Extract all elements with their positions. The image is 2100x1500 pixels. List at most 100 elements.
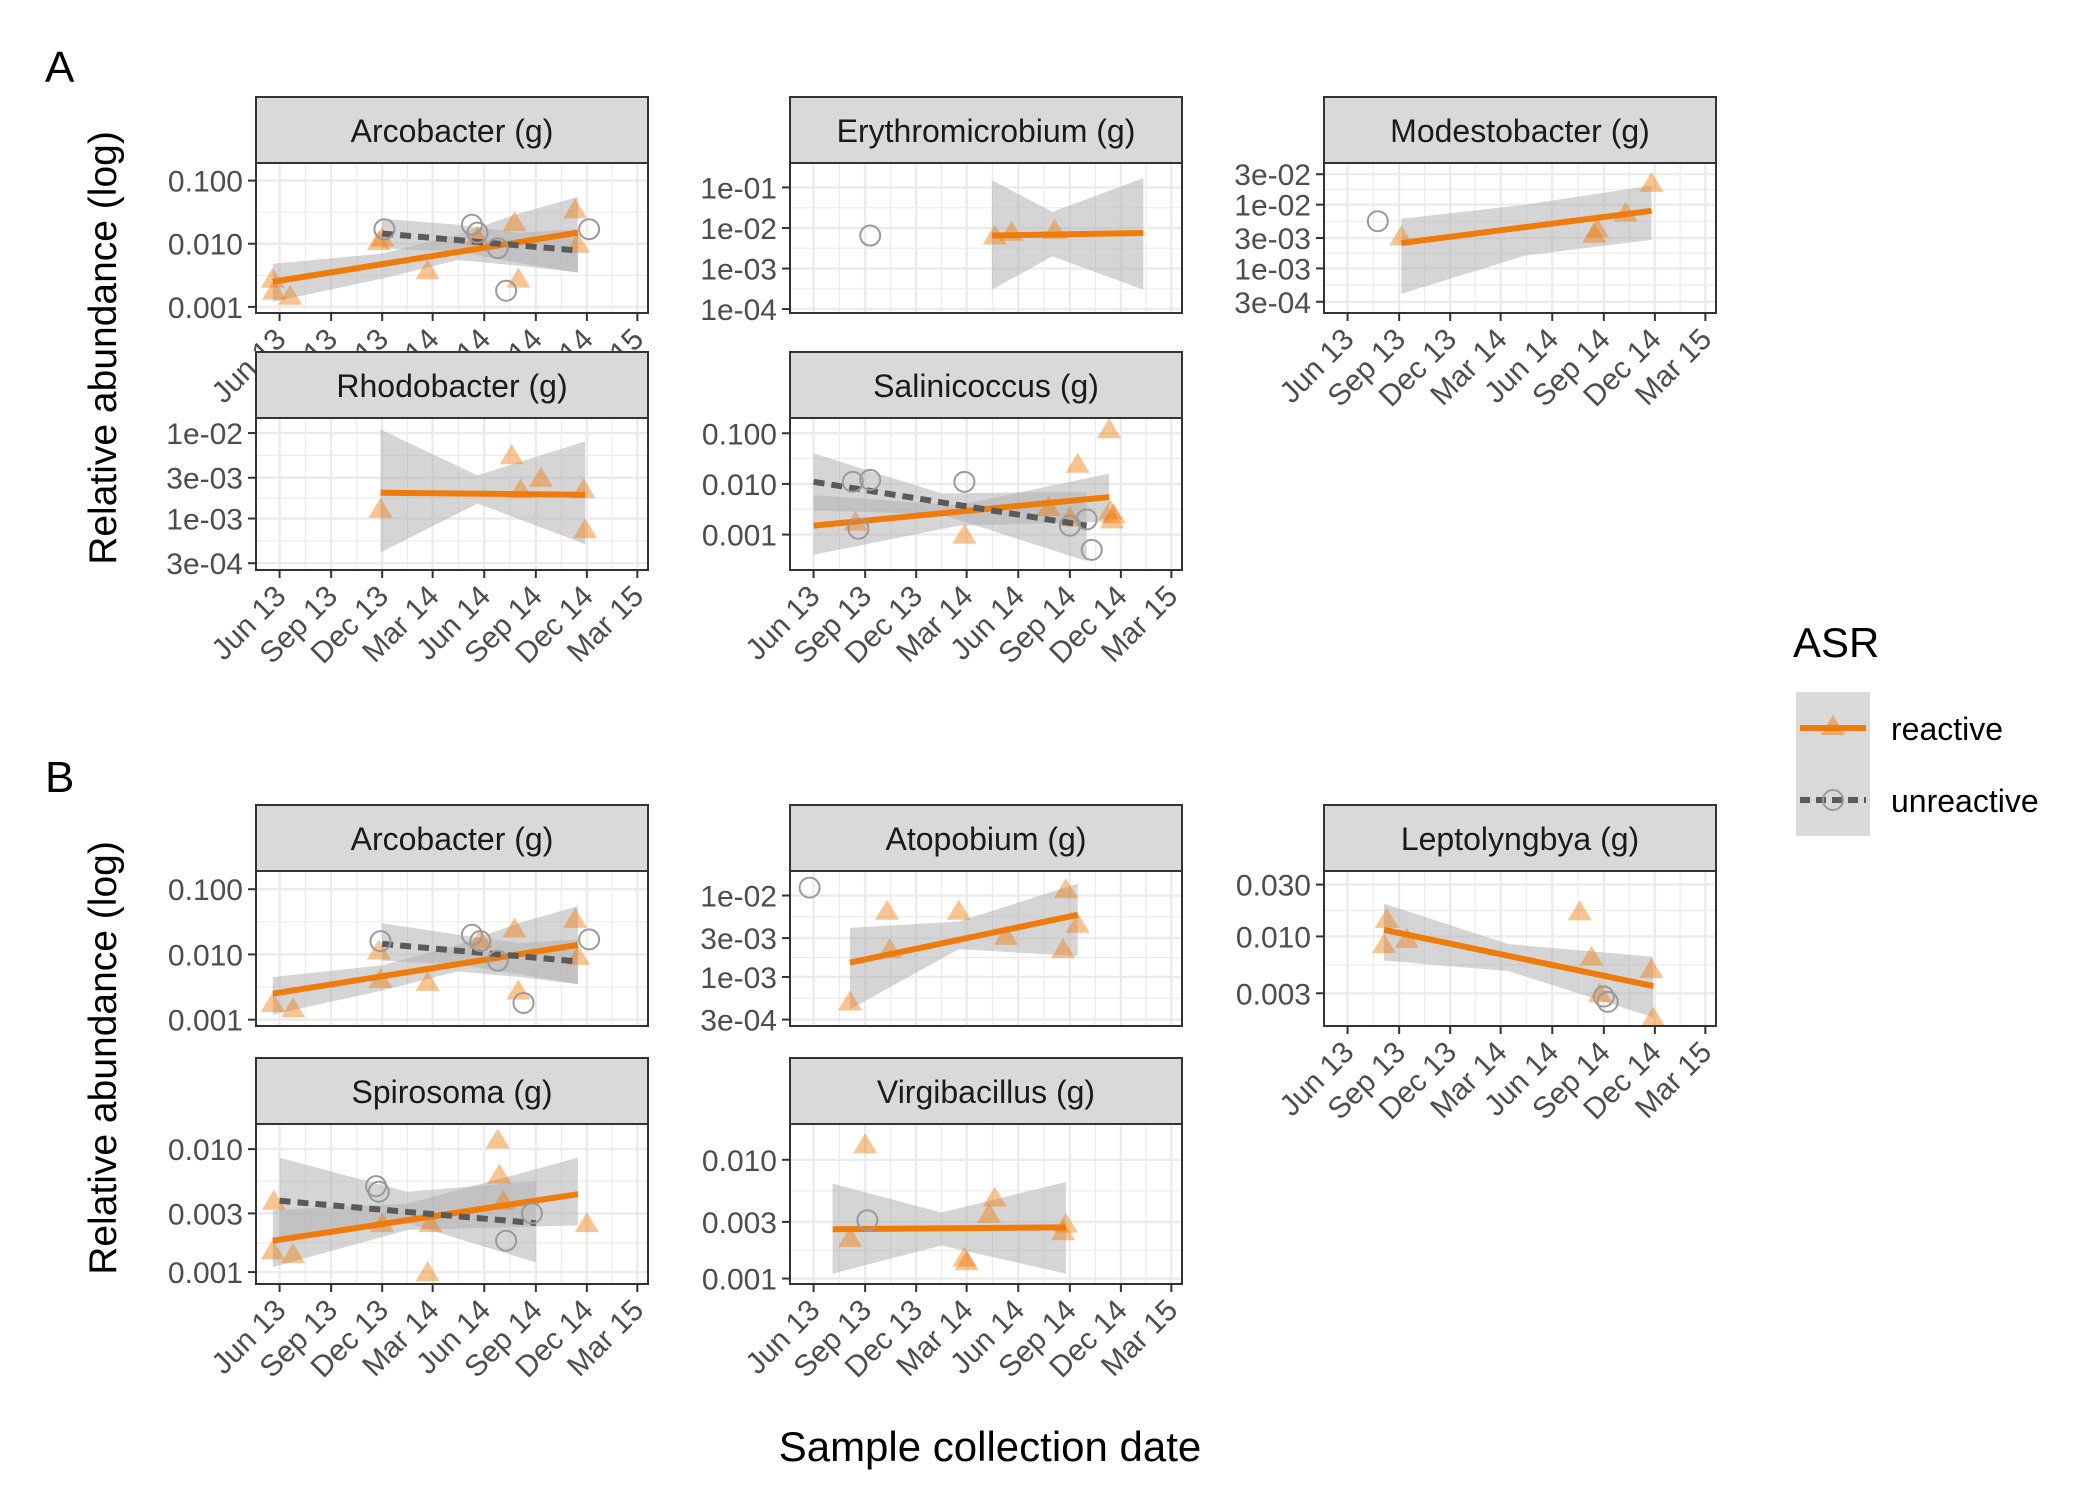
data-point-unreactive xyxy=(953,470,976,493)
panel-title: Modestobacter (g) xyxy=(1390,113,1650,149)
panel-a-erythromicrobium: Erythromicrobium (g) 1e-04 1e-03 1e-02 1e-01 xyxy=(700,96,1183,327)
data-point-unreactive xyxy=(373,218,396,241)
legend-label-unreactive: unreactive xyxy=(1891,783,2039,819)
y-tick-label: 1e-03 xyxy=(166,504,243,537)
data-point-reactive xyxy=(370,226,395,247)
data-point-reactive xyxy=(1372,933,1397,954)
data-point-reactive xyxy=(1065,912,1090,933)
panel-strip xyxy=(789,351,1183,419)
confidence-ribbon-unreactive xyxy=(813,453,1087,562)
y-tick-label: 3e-03 xyxy=(1234,223,1311,256)
data-point-unreactive xyxy=(856,1209,879,1232)
data-point-reactive xyxy=(415,1261,440,1282)
data-point-unreactive xyxy=(512,992,535,1015)
y-tick-label: 1e-02 xyxy=(700,881,777,914)
y-tick-label: 1e-04 xyxy=(700,294,777,327)
data-point-reactive xyxy=(366,230,391,251)
y-tick-label: 0.100 xyxy=(168,874,243,907)
panel-a-modestobacter: Modestobacter (g) 3e-041e-033e-031e-023e-… xyxy=(1234,96,1718,413)
data-point-reactive xyxy=(954,1250,979,1271)
data-point-unreactive xyxy=(1366,210,1389,233)
data-point-reactive xyxy=(563,198,588,219)
data-point-unreactive xyxy=(1080,538,1103,561)
data-point-reactive xyxy=(982,224,1007,245)
y-tick-label: 3e-04 xyxy=(166,548,243,581)
y-tick-label: 0.010 xyxy=(168,229,243,262)
y-tick-label: 0.001 xyxy=(702,1264,777,1297)
data-point-reactive xyxy=(952,1246,977,1267)
data-point-reactive xyxy=(260,267,285,288)
confidence-ribbon-reactive xyxy=(850,883,1078,1010)
panel-title: Arcobacter (g) xyxy=(351,113,554,149)
data-point-reactive xyxy=(1036,496,1061,517)
trend-line-reactive xyxy=(272,229,579,285)
data-point-reactive xyxy=(487,1163,512,1184)
data-point-reactive xyxy=(368,497,393,518)
data-point-reactive xyxy=(260,992,285,1013)
data-point-reactive xyxy=(977,1202,1002,1223)
y-axis-label-section-a: Relative abundance (log) xyxy=(82,131,125,565)
data-point-reactive xyxy=(418,1212,443,1233)
data-point-reactive xyxy=(1389,225,1414,246)
panel-strip xyxy=(255,804,649,872)
y-tick-label: 1e-02 xyxy=(166,418,243,451)
y-tick-label: 1e-03 xyxy=(700,962,777,995)
data-point-reactive xyxy=(574,1212,599,1233)
data-point-reactive xyxy=(999,220,1024,241)
legend-label-reactive: reactive xyxy=(1891,711,2003,747)
x-axis-title: Sample collection date xyxy=(779,1423,1202,1470)
data-point-unreactive xyxy=(1592,985,1615,1008)
data-point-reactive xyxy=(853,1133,878,1154)
data-point-reactive xyxy=(571,478,596,499)
panel-strip xyxy=(1323,804,1717,872)
data-point-reactive xyxy=(1098,499,1123,520)
y-tick-label: 1e-02 xyxy=(700,213,777,246)
data-point-reactive xyxy=(1097,418,1122,439)
data-point-reactive xyxy=(1099,508,1124,529)
data-point-reactive xyxy=(1053,1212,1078,1233)
trend-line-reactive xyxy=(272,1191,579,1244)
panel-title: Erythromicrobium (g) xyxy=(837,113,1136,149)
trend-line-reactive xyxy=(1401,207,1652,247)
data-point-reactive xyxy=(260,1239,285,1260)
trend-line-reactive xyxy=(380,489,586,498)
trend-line-reactive xyxy=(849,911,1079,966)
y-tick-label: 0.001 xyxy=(168,1257,243,1290)
y-tick-label: 1e-02 xyxy=(1234,190,1311,223)
data-point-unreactive xyxy=(798,876,821,899)
data-point-reactive xyxy=(1567,900,1592,921)
y-tick-label: 0.001 xyxy=(702,520,777,553)
panel-title: Virgibacillus (g) xyxy=(877,1074,1095,1110)
data-point-unreactive xyxy=(466,221,489,244)
data-point-reactive xyxy=(1101,503,1126,524)
panel-title: Leptolyngbya (g) xyxy=(1401,821,1639,857)
plot-border xyxy=(255,1123,649,1285)
data-point-reactive xyxy=(1042,218,1067,239)
data-point-unreactive xyxy=(859,468,882,491)
data-point-reactive xyxy=(499,444,524,465)
data-point-unreactive xyxy=(486,237,509,260)
y-tick-label: 0.010 xyxy=(702,1145,777,1178)
data-point-reactive xyxy=(877,938,902,959)
data-point-reactive xyxy=(573,518,598,539)
y-tick-label: 3e-04 xyxy=(700,1005,777,1038)
y-tick-label: 1e-03 xyxy=(1234,253,1311,286)
plot-border xyxy=(1323,870,1717,1027)
data-point-reactive xyxy=(1051,938,1076,959)
plot-border xyxy=(255,162,649,314)
data-point-unreactive xyxy=(578,218,601,241)
data-point-unreactive xyxy=(520,1202,543,1225)
data-point-reactive xyxy=(1394,927,1419,948)
legend-triangle-icon xyxy=(1821,715,1845,735)
data-point-unreactive xyxy=(1075,508,1098,531)
y-tick-label: 3e-02 xyxy=(1234,159,1311,192)
plot-border xyxy=(789,1123,1183,1285)
y-tick-label: 0.100 xyxy=(702,418,777,451)
y-tick-label: 3e-04 xyxy=(1234,287,1311,320)
y-tick-label: 1e-03 xyxy=(700,254,777,287)
data-point-reactive xyxy=(563,907,588,928)
data-point-reactive xyxy=(485,1128,510,1149)
data-point-reactive xyxy=(261,1189,286,1210)
